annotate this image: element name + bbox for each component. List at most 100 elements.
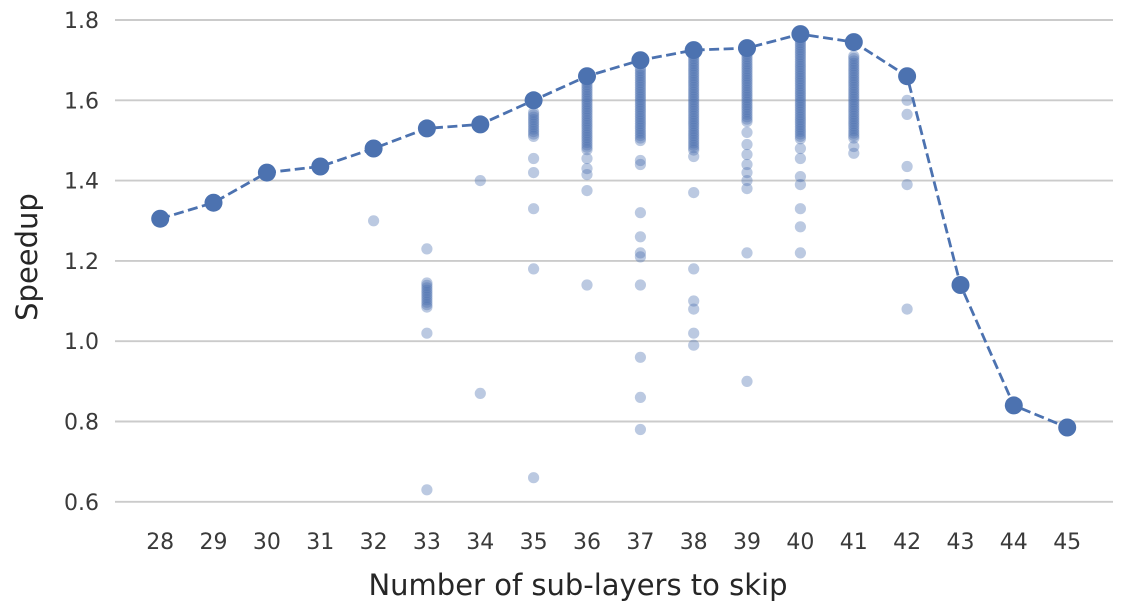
scatter-point <box>848 67 860 79</box>
scatter-point <box>794 123 807 135</box>
scatter-point <box>848 130 860 142</box>
scatter-point <box>688 303 700 315</box>
scatter-point <box>794 99 807 111</box>
scatter-point <box>634 98 647 110</box>
scatter-point <box>634 89 647 101</box>
scatter-point <box>688 263 700 275</box>
scatter-point <box>741 79 753 91</box>
scatter-point <box>421 287 433 299</box>
scatter-point <box>901 108 913 120</box>
x-tick-label-28: 28 <box>146 530 174 555</box>
scatter-point <box>581 91 593 103</box>
y-tick-label-0.8: 0.8 <box>64 411 99 436</box>
scatter-point <box>794 142 807 155</box>
scatter-point <box>794 53 807 65</box>
scatter-point <box>741 167 753 179</box>
scatter-point <box>581 169 593 181</box>
scatter-point <box>688 115 700 127</box>
scatter-point <box>634 120 647 132</box>
scatter-point <box>688 108 700 120</box>
scatter-column-35 <box>528 106 540 484</box>
scatter-point <box>634 96 647 108</box>
scatter-point <box>794 101 807 114</box>
x-axis-label: Number of sub-layers to skip <box>368 568 788 602</box>
scatter-point <box>794 247 807 259</box>
scatter-point <box>794 116 807 128</box>
scatter-point <box>741 183 753 195</box>
scatter-point <box>794 221 807 233</box>
scatter-point <box>848 125 860 137</box>
scatter-point <box>794 179 807 191</box>
scatter-point <box>848 84 860 96</box>
y-tick-label-0.6: 0.6 <box>64 491 99 516</box>
scatter-point <box>688 134 700 147</box>
scatter-point <box>368 215 380 227</box>
scatter-point <box>794 44 807 56</box>
scatter-point <box>741 70 753 82</box>
scatter-point <box>528 167 540 179</box>
scatter-point <box>528 106 540 118</box>
scatter-point <box>634 118 647 130</box>
scatter-point <box>794 203 807 215</box>
scatter-point <box>528 118 540 130</box>
x-tick-label-40: 40 <box>786 530 814 555</box>
scatter-point <box>794 121 807 133</box>
scatter-point <box>688 339 700 351</box>
scatter-point <box>688 295 700 307</box>
scatter-point <box>634 113 647 125</box>
scatter-point <box>794 133 807 145</box>
scatter-point <box>741 67 753 79</box>
scatter-point <box>848 89 860 101</box>
x-tick-label-39: 39 <box>733 530 761 555</box>
scatter-point <box>848 60 860 72</box>
x-tick-label-36: 36 <box>573 530 601 555</box>
scatter-point <box>794 152 807 165</box>
scatter-point <box>634 125 647 137</box>
scatter-point <box>688 74 700 86</box>
scatter-point <box>848 108 860 120</box>
scatter-point <box>848 93 860 106</box>
y-tick-labels: 0.6 0.8 1.0 1.2 1.4 1.6 1.8 <box>64 9 99 516</box>
x-tick-label-38: 38 <box>680 530 708 555</box>
scatter-column-32 <box>368 215 380 227</box>
scatter-point <box>848 98 860 110</box>
max-point-30 <box>257 163 276 182</box>
scatter-point <box>794 80 807 92</box>
x-tick-label-43: 43 <box>947 530 975 555</box>
scatter-point <box>741 72 753 84</box>
scatter-point <box>581 100 593 112</box>
scatter-point <box>741 116 753 128</box>
scatter-point <box>581 112 593 124</box>
scatter-point <box>848 55 860 67</box>
scatter-point <box>634 108 647 120</box>
scatter-point <box>688 62 700 74</box>
scatter-point <box>634 69 647 81</box>
scatter-point <box>741 65 753 77</box>
max-point-44 <box>1004 396 1023 415</box>
scatter-point <box>634 110 647 122</box>
scatter-point <box>634 207 647 219</box>
x-tick-labels: 28 29 30 31 32 33 34 35 36 37 38 39 40 41 42 43 44 45 <box>146 530 1081 555</box>
scatter-point <box>848 113 860 125</box>
scatter-point <box>634 105 647 118</box>
scatter-point <box>688 101 700 113</box>
scatter-point <box>741 84 753 96</box>
scatter-point <box>688 120 700 132</box>
scatter-point <box>688 60 700 72</box>
scatter-point <box>794 89 807 102</box>
scatter-point <box>688 103 700 115</box>
scatter-point <box>741 108 753 120</box>
scatter-column-39 <box>741 48 753 387</box>
scatter-point <box>794 70 807 82</box>
x-tick-label-31: 31 <box>306 530 334 555</box>
scatter-point <box>741 89 753 101</box>
scatter-point <box>794 106 807 118</box>
scatter-point <box>581 103 593 115</box>
scatter-point <box>581 122 593 134</box>
max-point-41 <box>844 33 863 52</box>
scatter-point <box>581 98 593 110</box>
scatter-point <box>794 48 807 61</box>
scatter-point <box>848 79 860 91</box>
scatter-point <box>848 105 860 118</box>
scatter-point <box>528 130 540 142</box>
